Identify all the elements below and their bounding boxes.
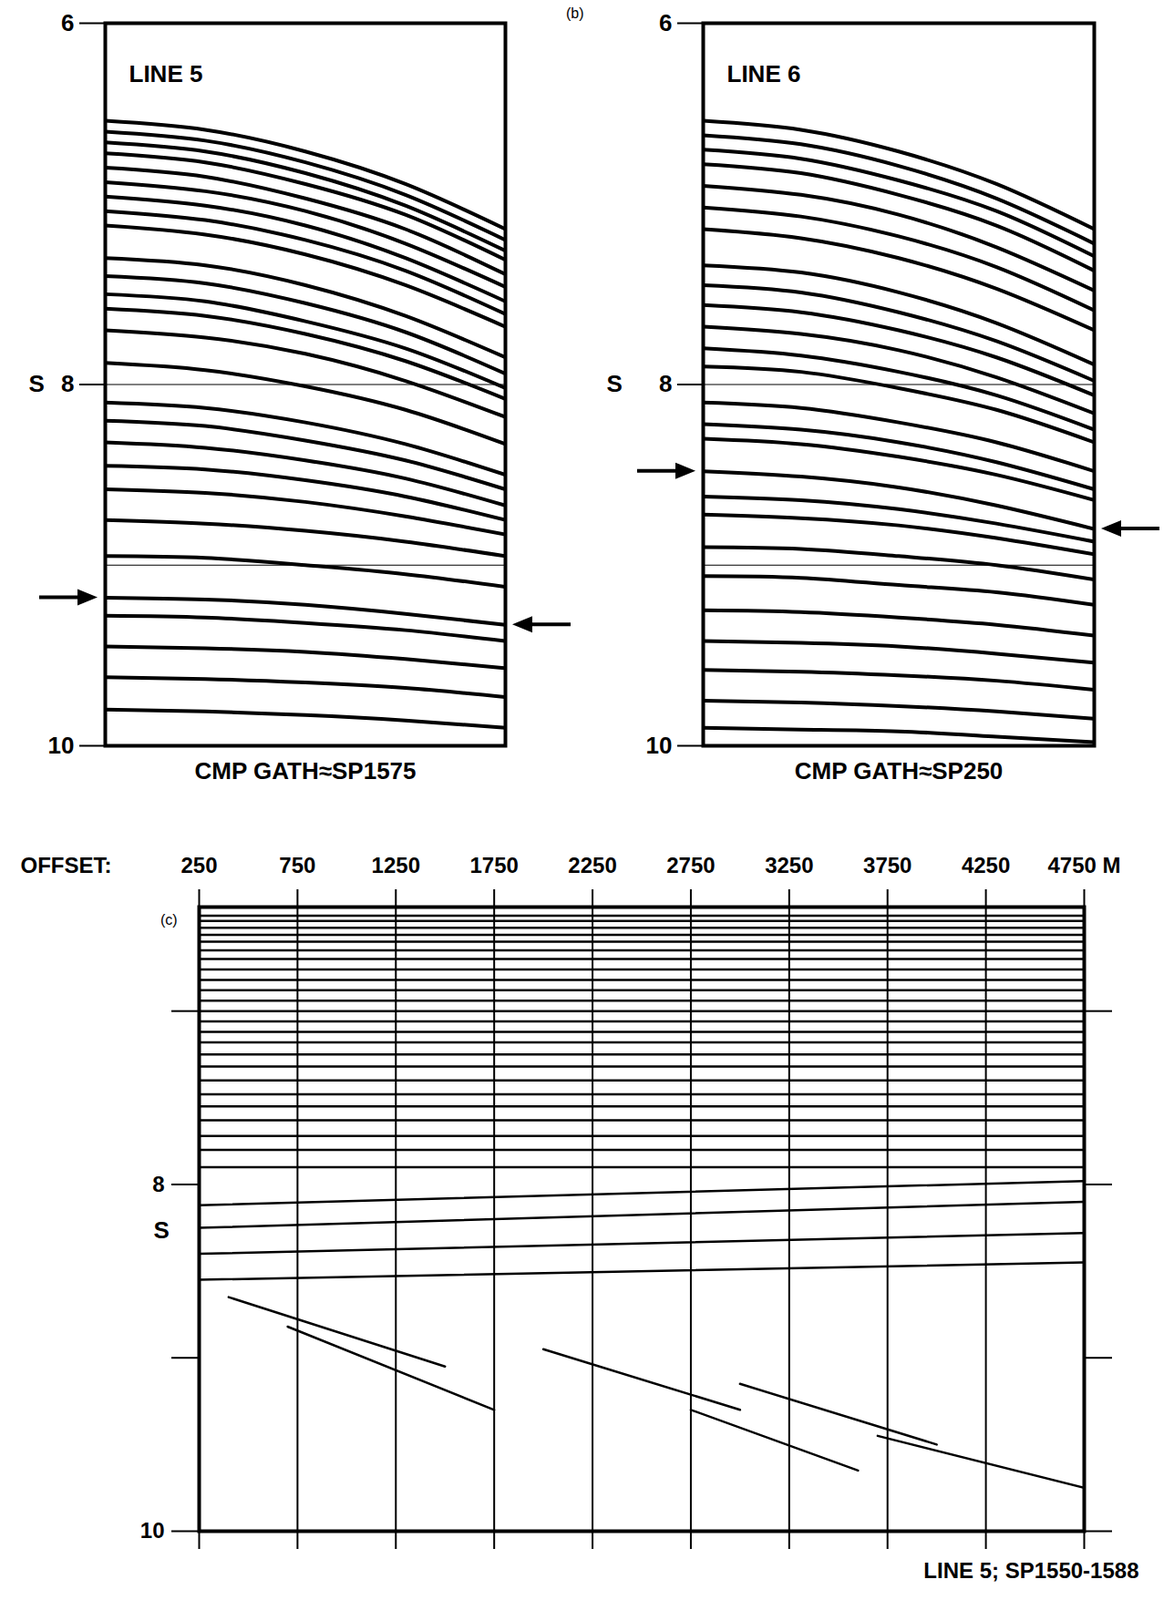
svg-text:OFFSET:: OFFSET: [20,853,113,878]
svg-text:6: 6 [61,9,74,37]
html-text:(c): (c) [160,912,178,928]
html-text:(b): (b) [566,5,584,21]
svg-text:10: 10 [140,1518,165,1544]
svg-text:10: 10 [646,731,673,760]
svg-text:CMP GATH≈SP1575: CMP GATH≈SP1575 [194,757,416,785]
svg-text:6: 6 [659,9,672,37]
svg-text:4250: 4250 [961,853,1010,878]
svg-text:1750: 1750 [469,853,518,878]
svg-text:CMP GATH≈SP250: CMP GATH≈SP250 [794,757,1004,785]
svg-text:8: 8 [152,1172,165,1197]
svg-text:3250: 3250 [764,853,814,878]
svg-text:3750: 3750 [863,853,912,878]
svg-text:S: S [29,370,45,398]
svg-text:1250: 1250 [371,853,421,878]
svg-text:8: 8 [659,370,672,398]
svg-text:750: 750 [278,853,316,878]
svg-text:4750 M: 4750 M [1047,853,1121,878]
svg-text:2750: 2750 [666,853,715,878]
svg-text:LINE 5: LINE 5 [129,60,204,88]
svg-text:250: 250 [180,853,217,878]
svg-text:LINE 6: LINE 6 [727,60,802,88]
svg-text:LINE 5; SP1550-1588: LINE 5; SP1550-1588 [923,1558,1139,1584]
svg-text:S: S [607,370,623,398]
svg-text:10: 10 [48,731,75,760]
svg-text:8: 8 [61,370,74,398]
svg-text:S: S [154,1216,170,1245]
svg-text:2250: 2250 [567,853,617,878]
